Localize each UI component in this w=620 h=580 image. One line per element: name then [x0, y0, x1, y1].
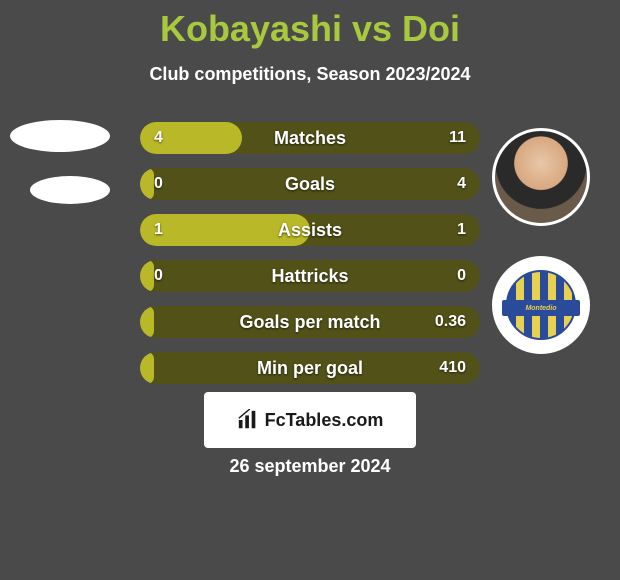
stat-bar-right-value: 1 [457, 214, 466, 246]
stat-bar-right-value: 0 [457, 260, 466, 292]
player-left-avatar [10, 120, 110, 152]
source-text: FcTables.com [265, 410, 384, 431]
stat-bar: Goals per match0.36 [140, 306, 480, 338]
stat-bar-left-value: 4 [154, 122, 163, 154]
stat-bar-right-value: 4 [457, 168, 466, 200]
page-title: Kobayashi vs Doi [0, 0, 620, 50]
stat-bar-right-value: 410 [439, 352, 466, 384]
stat-bar-label: Goals [140, 168, 480, 200]
stat-bar-label: Hattricks [140, 260, 480, 292]
stat-bar-left-value: 0 [154, 260, 163, 292]
stat-bar-label: Min per goal [140, 352, 480, 384]
stat-bar: Hattricks0 0 [140, 260, 480, 292]
stat-bar-label: Matches [140, 122, 480, 154]
stat-bar-label: Goals per match [140, 306, 480, 338]
player-right-avatar [492, 128, 590, 226]
stat-bars-group: Matches411Goals04Assists11Hattricks00Goa… [140, 122, 480, 398]
stat-bar-right-value: 11 [449, 122, 466, 154]
page-subtitle: Club competitions, Season 2023/2024 [0, 64, 620, 85]
stat-bar-right-value: 0.36 [435, 306, 466, 338]
stat-bar-label: Assists [140, 214, 480, 246]
stat-bar-left-value: 1 [154, 214, 163, 246]
date-stamp: 26 september 2024 [0, 456, 620, 477]
stat-bar: Matches4 11 [140, 122, 480, 154]
club-badge-banner: Montedio [502, 300, 580, 316]
stat-bar-left-value: 0 [154, 168, 163, 200]
stat-bar: Goals0 4 [140, 168, 480, 200]
club-badge-inner: Montedio [506, 270, 576, 340]
chart-icon [237, 409, 259, 431]
stat-bar: Min per goal410 [140, 352, 480, 384]
source-attribution: FcTables.com [204, 392, 416, 448]
stat-bar: Assists1 1 [140, 214, 480, 246]
club-right-badge: Montedio [492, 256, 590, 354]
club-left-badge [30, 176, 110, 204]
